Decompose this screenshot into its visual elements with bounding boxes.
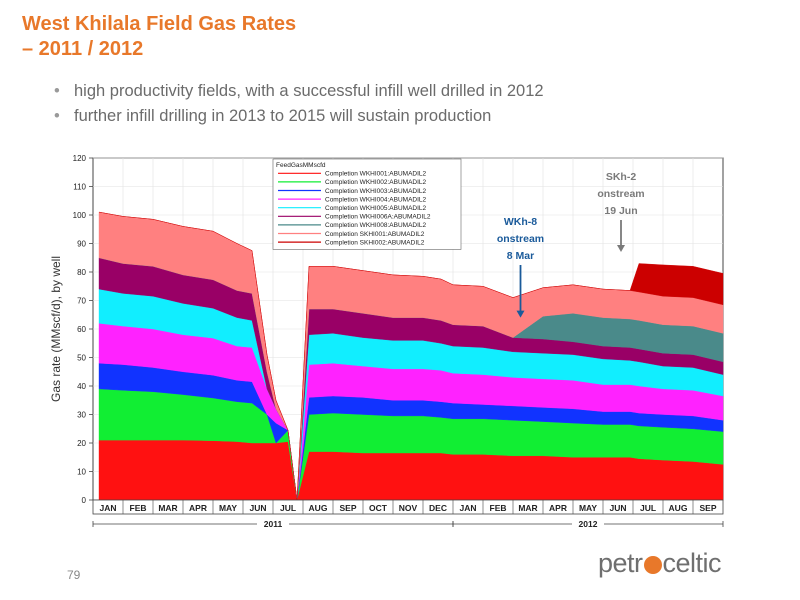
- month-label: MAY: [219, 503, 237, 513]
- slide-title-line-2: – 2011 / 2012: [22, 38, 144, 60]
- y-axis: 0 10 20 30 40 50 60 70 80 90 100 110 120 Gas rate (MM…: [49, 154, 93, 505]
- legend-entry: Completion WKHI008:ABUMADIL2: [325, 222, 427, 229]
- month-label: JUN: [249, 503, 266, 513]
- year-label-bg: [257, 518, 289, 529]
- annotation-arrowhead: [617, 245, 625, 253]
- slide-title: West Khilala Field Gas Rates – 2011 / 20…: [22, 12, 296, 62]
- month-label: FEB: [490, 503, 507, 513]
- y-tick-label: 20: [77, 439, 86, 448]
- annotation-arrowhead: [516, 310, 525, 318]
- month-label: MAR: [518, 503, 537, 513]
- y-tick-label: 110: [73, 183, 86, 192]
- y-tick-label: 0: [82, 496, 87, 505]
- month-label: AUG: [309, 503, 328, 513]
- annotation-text: 8 Mar: [507, 250, 534, 262]
- year-label: 2012: [579, 519, 598, 529]
- bullet-text: further infill drilling in 2013 to 2015 …: [74, 107, 492, 125]
- logo-text-start: petr: [598, 548, 643, 578]
- bullet-list: • high productivity fields, with a succes…: [54, 80, 544, 130]
- legend-box: [272, 158, 462, 250]
- logo-mark: [643, 556, 662, 574]
- legend-entry: Completion WKHI001:ABUMADIL2: [325, 171, 427, 178]
- y-tick-label: 10: [77, 468, 86, 477]
- annotation-text: SKh-2: [606, 171, 636, 183]
- annotation-text: 19 Jun: [604, 205, 637, 217]
- bullet-item: • further infill drilling in 2013 to 2015…: [54, 105, 544, 128]
- month-label: SEP: [339, 503, 356, 513]
- y-tick-label: 120: [73, 154, 87, 163]
- month-label: SEP: [699, 503, 716, 513]
- month-label: FEB: [130, 503, 147, 513]
- legend-entry: Completion WKHI004:ABUMADIL2: [325, 196, 427, 203]
- legend-entry: Completion WKHI003:ABUMADIL2: [325, 188, 427, 195]
- legend-entry: Completion WKHI005:ABUMADIL2: [325, 205, 427, 212]
- month-label: DEC: [429, 503, 447, 513]
- month-label: APR: [189, 503, 207, 513]
- year-label: 2011: [264, 519, 283, 529]
- y-axis-label: Gas rate (MMscf/d), by well: [49, 256, 63, 402]
- y-tick-label: 80: [77, 268, 86, 277]
- legend-title: FeedGasMMscfd: [276, 162, 326, 169]
- month-label: APR: [549, 503, 567, 513]
- month-label: AUG: [669, 503, 688, 513]
- month-label: MAR: [158, 503, 177, 513]
- month-label: JUL: [640, 503, 656, 513]
- month-label: JAN: [459, 503, 476, 513]
- legend-entry: Completion SKHI002:ABUMADIL2: [325, 239, 425, 246]
- company-logo: petr celtic: [598, 548, 722, 579]
- month-label: OCT: [369, 503, 388, 513]
- legend-entry: Completion WKHI002:ABUMADIL2: [325, 179, 427, 186]
- logo-text-end: celtic: [662, 548, 722, 578]
- bullet-item: • high productivity fields, with a succes…: [54, 80, 544, 103]
- month-label: MAY: [579, 503, 597, 513]
- legend-entry: Completion SKHI001:ABUMADIL2: [325, 231, 425, 238]
- y-tick-label: 70: [77, 297, 86, 306]
- annotation-text: onstream: [597, 188, 644, 200]
- year-label-bg: [572, 518, 604, 529]
- y-tick-label: 60: [77, 325, 86, 334]
- y-tick-label: 40: [77, 382, 86, 391]
- chart-legend: FeedGasMMscfd Completion WKHI001:ABUMADIL…: [272, 158, 462, 250]
- page-number: 79: [67, 568, 81, 582]
- month-label: JAN: [99, 503, 116, 513]
- bullet-glyph: •: [54, 107, 60, 125]
- slide-title-line-1: West Khilala Field Gas Rates: [22, 13, 297, 35]
- chart-annotations: WKh-8 onstream 8 Mar SKh-2 onstream 19 Jun: [497, 171, 645, 318]
- month-label: JUN: [609, 503, 626, 513]
- series-area: [98, 211, 724, 501]
- bullet-text: high productivity fields, with a success…: [74, 82, 544, 100]
- y-tick-label: 90: [77, 240, 86, 249]
- annotation-text: WKh-8: [504, 216, 537, 228]
- annotation-text: onstream: [497, 233, 544, 245]
- y-tick-label: 50: [77, 354, 86, 363]
- legend-entry: Completion WKHI006A:ABUMADIL2: [325, 214, 431, 221]
- bullet-glyph: •: [54, 82, 60, 100]
- y-tick-label: 30: [77, 411, 86, 420]
- month-label: JUL: [280, 503, 296, 513]
- chart-areas: [98, 211, 724, 501]
- month-band: [92, 499, 724, 515]
- y-tick-label: 100: [73, 211, 87, 220]
- month-label: NOV: [399, 503, 418, 513]
- x-axis: JAN FEB MAR APR MAY JUN JUL AUG SEP OCT NOV DEC JAN F…: [92, 499, 724, 529]
